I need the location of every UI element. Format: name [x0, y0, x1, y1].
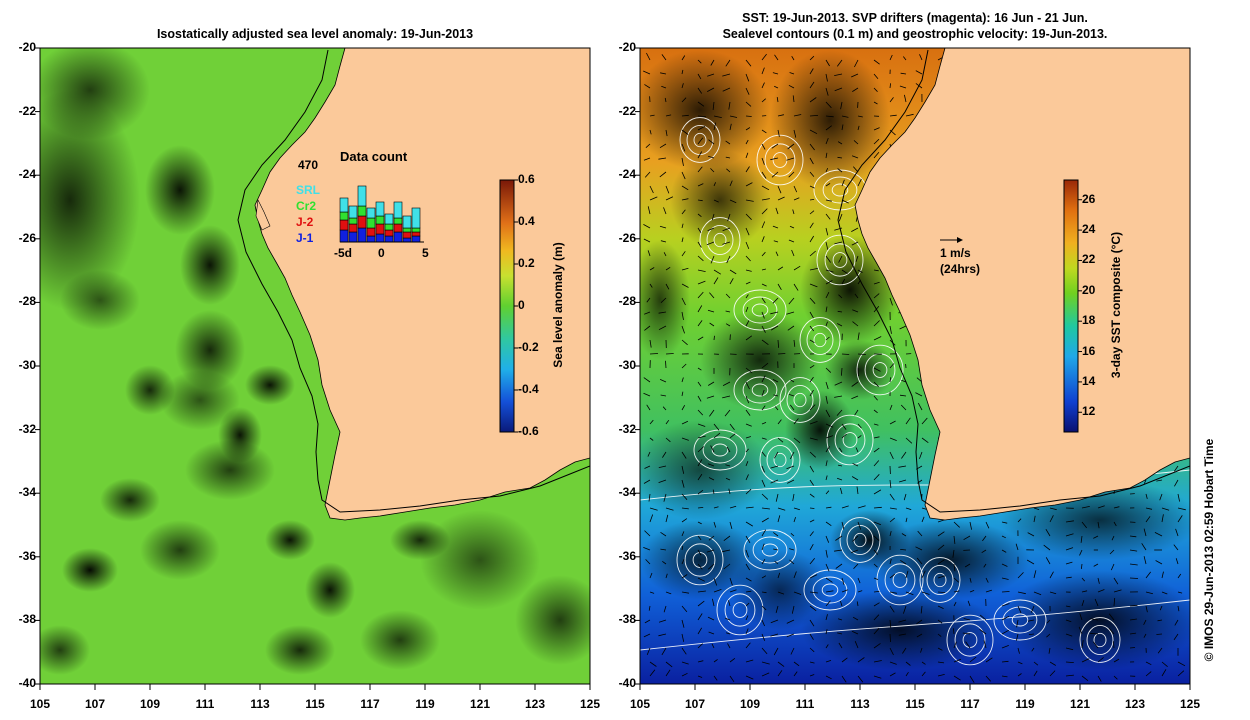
australia-land-right [854, 48, 1190, 521]
left-ytick: -32 [18, 421, 36, 436]
right-xtick: 105 [629, 697, 651, 711]
sla-colorbar [499, 179, 515, 433]
inset-xtick-2: 5 [422, 246, 429, 260]
right-map-area [640, 48, 1190, 684]
imos-credit: © IMOS 29-Jun-2013 02:59 Hobart Time [1202, 438, 1216, 662]
left-ytick: -26 [18, 230, 36, 245]
right-ytick: -20 [618, 40, 636, 54]
sst-colorbar-tick: 26 [1082, 191, 1096, 206]
left-map-title: Isostatically adjusted sea level anomaly… [156, 27, 474, 41]
right-xtick: 121 [1069, 697, 1091, 711]
left-ytick: -30 [18, 358, 36, 372]
left-ytick: -20 [18, 40, 36, 54]
right-ytick: -22 [618, 103, 636, 118]
right-xtick: 113 [850, 697, 870, 711]
sst-colorbar-tick: 22 [1082, 252, 1096, 267]
left-xtick: 121 [469, 697, 491, 711]
sst-colorbar-tick: 16 [1082, 343, 1096, 358]
sst-colorbar [1063, 179, 1079, 433]
right-ytick: -38 [618, 612, 636, 627]
sst-colorbar-tick: 12 [1082, 404, 1096, 419]
inset-legend-j1: J-1 [296, 231, 314, 245]
right-xtick: 115 [905, 697, 925, 711]
data-count-histogram [339, 185, 424, 243]
sla-colorbar-tick: -0.4 [518, 382, 539, 396]
sst-colorbar-tick: 14 [1082, 373, 1096, 388]
inset-xtick-0: -5d [334, 246, 352, 260]
left-ytick: -22 [18, 103, 36, 118]
scale-vector-label: 1 m/s [940, 246, 971, 260]
inset-legend-j2: J-2 [296, 215, 314, 229]
sla-colorbar-label: Sea level anomaly (m) [551, 242, 565, 368]
left-ytick: -40 [18, 676, 36, 690]
right-xtick: 109 [739, 697, 761, 711]
inset-count: 470 [298, 158, 319, 172]
sla-colorbar-tick: 0.2 [518, 256, 535, 270]
scale-vector-sublabel: (24hrs) [940, 262, 981, 276]
left-xtick: 111 [195, 697, 215, 711]
sst-colorbar-tick: 18 [1082, 313, 1096, 328]
right-ytick: -26 [618, 230, 636, 245]
inset-legend-cr2: Cr2 [296, 199, 317, 213]
left-ytick: -24 [18, 167, 36, 182]
inset-legend-srl: SRL [296, 183, 320, 197]
right-xtick: 123 [1124, 697, 1146, 711]
sla-colorbar-tick: -0.6 [518, 424, 539, 438]
right-ytick: -36 [618, 548, 636, 563]
right-ytick: -40 [618, 676, 636, 690]
left-xtick: 107 [84, 697, 106, 711]
inset-xtick-1: 0 [378, 246, 385, 260]
left-ytick: -38 [18, 612, 36, 627]
left-xtick: 123 [524, 697, 546, 711]
right-xtick: 125 [1179, 697, 1201, 711]
sst-colorbar-tick: 24 [1082, 222, 1096, 237]
right-ytick: -24 [618, 167, 636, 182]
sla-colorbar-tick: -0.2 [518, 340, 539, 354]
left-xtick: 113 [250, 697, 270, 711]
right-xtick: 117 [960, 697, 980, 711]
left-ytick: -28 [18, 294, 36, 309]
right-ytick: -32 [618, 421, 636, 436]
left-xtick: 109 [139, 697, 161, 711]
left-xtick: 119 [415, 697, 435, 711]
left-ytick: -36 [18, 548, 36, 563]
left-ytick: -34 [18, 485, 36, 500]
right-ytick: -28 [618, 294, 636, 309]
sst-colorbar-label: 3-day SST composite (°C) [1109, 231, 1123, 379]
sst-colorbar-tick: 20 [1082, 282, 1096, 297]
right-ytick: -34 [618, 485, 636, 500]
left-map-area [40, 48, 590, 684]
right-map-title-line1: SST: 19-Jun-2013. SVP drifters (magenta)… [742, 11, 1088, 25]
inset-title: Data count [340, 149, 408, 164]
sla-colorbar-tick: 0 [518, 298, 525, 312]
sla-colorbar-tick: 0.6 [518, 172, 535, 186]
left-xtick: 115 [305, 697, 325, 711]
right-xtick: 111 [795, 697, 815, 711]
sla-colorbar-tick: 0.4 [518, 214, 535, 228]
right-xtick: 119 [1015, 697, 1035, 711]
right-ytick: -30 [618, 358, 636, 372]
left-xtick: 117 [360, 697, 380, 711]
right-map-title-line2: Sealevel contours (0.1 m) and geostrophi… [722, 27, 1108, 41]
left-xtick: 105 [29, 697, 51, 711]
left-xtick: 125 [579, 697, 601, 711]
right-xtick: 107 [684, 697, 706, 711]
